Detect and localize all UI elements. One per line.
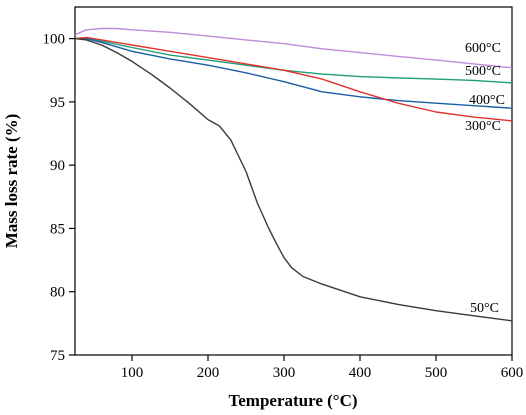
- x-tick-label: 100: [121, 365, 144, 381]
- y-tick-label: 80: [50, 285, 65, 301]
- y-tick-label: 75: [50, 348, 65, 364]
- series-labels: 600°C 500°C 400°C 300°C 50°C: [465, 41, 505, 316]
- series-label-2: 400°C: [469, 93, 505, 108]
- plot-frame: [74, 6, 513, 356]
- y-tick-label: 95: [50, 95, 65, 111]
- y-tick-label: 90: [50, 158, 65, 174]
- y-axis-ticks: 75 80 85 90 95 100: [43, 32, 75, 364]
- series-line-3: [74, 36, 513, 122]
- y-tick-label: 85: [50, 221, 65, 237]
- x-axis-title: Temperature (°C): [228, 391, 357, 410]
- series-line-4: [74, 37, 513, 322]
- y-axis-title: Mass loss rate (%): [2, 114, 21, 249]
- series-label-3: 300°C: [465, 119, 501, 134]
- series-line-0: [74, 27, 513, 69]
- x-tick-label: 200: [197, 365, 220, 381]
- series-line-2: [75, 37, 513, 109]
- x-tick-label: 400: [349, 365, 372, 381]
- x-tick-label: 600: [501, 365, 524, 381]
- x-tick-label: 300: [273, 365, 296, 381]
- y-tick-label: 100: [43, 32, 66, 48]
- x-axis-ticks: 100 200 300 400 500 600: [121, 355, 524, 381]
- x-tick-label: 500: [425, 365, 448, 381]
- series-label-0: 600°C: [465, 41, 501, 56]
- series-label-4: 50°C: [470, 301, 499, 316]
- series-label-1: 500°C: [465, 64, 501, 79]
- series-lines: [74, 27, 513, 322]
